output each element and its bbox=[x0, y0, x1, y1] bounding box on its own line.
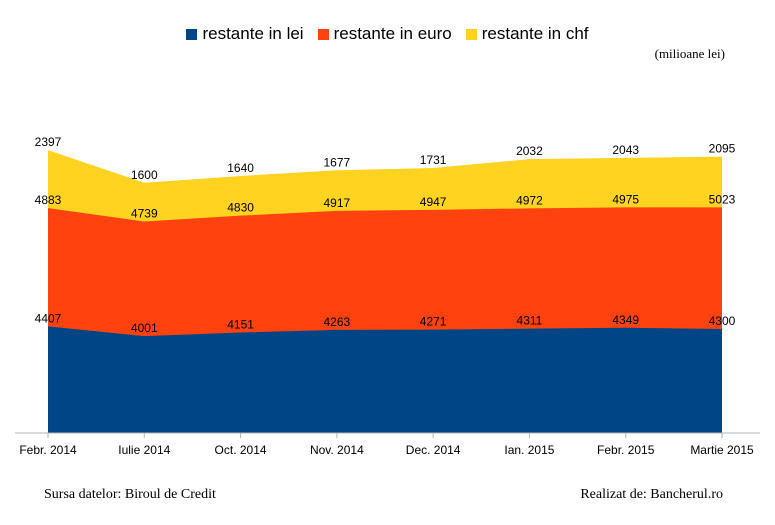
legend-swatch bbox=[186, 28, 198, 40]
x-tick-label: Martie 2015 bbox=[690, 443, 754, 457]
data-label: 2032 bbox=[516, 144, 543, 158]
credit-note: Realizat de: Bancherul.ro bbox=[580, 487, 723, 502]
data-label: 4001 bbox=[131, 321, 158, 335]
data-label: 2043 bbox=[612, 143, 639, 157]
data-label: 4311 bbox=[517, 314, 543, 328]
legend-label: restante in lei bbox=[202, 24, 304, 43]
x-tick-label: Oct. 2014 bbox=[215, 443, 267, 457]
legend-item: restante in euro bbox=[317, 24, 452, 44]
data-label: 5023 bbox=[709, 192, 736, 206]
source-note: Sursa datelor: Biroul de Credit bbox=[44, 487, 216, 502]
data-label: 2095 bbox=[709, 142, 736, 156]
data-label: 4151 bbox=[227, 318, 254, 332]
legend-label: restante in euro bbox=[333, 24, 452, 43]
x-tick-label: Nov. 2014 bbox=[310, 443, 364, 457]
data-label: 4407 bbox=[35, 311, 62, 325]
area-series-0 bbox=[48, 326, 722, 433]
data-label: 4972 bbox=[516, 193, 543, 207]
legend-swatch bbox=[465, 28, 477, 40]
data-label: 1600 bbox=[131, 168, 158, 182]
data-label: 2397 bbox=[35, 135, 62, 149]
legend-label: restante in chf bbox=[481, 24, 589, 43]
data-label: 4947 bbox=[420, 195, 447, 209]
unit-label: (milioane lei) bbox=[654, 46, 725, 61]
data-label: 4883 bbox=[35, 193, 62, 207]
legend-item: restante in chf bbox=[465, 24, 589, 44]
data-label: 1677 bbox=[324, 155, 351, 169]
chart-legend: restante in lei restante in euro restante … bbox=[0, 24, 775, 44]
data-label: 4739 bbox=[131, 206, 158, 220]
data-label: 4271 bbox=[420, 315, 447, 329]
data-label: 4300 bbox=[709, 314, 736, 328]
x-tick-label: Febr. 2014 bbox=[19, 443, 77, 457]
data-label: 1640 bbox=[227, 161, 254, 175]
legend-swatch bbox=[317, 28, 329, 40]
x-tick-label: Dec. 2014 bbox=[406, 443, 461, 457]
data-label: 4263 bbox=[324, 315, 351, 329]
x-tick-label: Ian. 2015 bbox=[504, 443, 554, 457]
x-tick-label: Febr. 2015 bbox=[597, 443, 655, 457]
data-label: 1731 bbox=[420, 153, 447, 167]
data-label: 4349 bbox=[612, 313, 639, 327]
data-label: 4830 bbox=[227, 201, 254, 215]
data-label: 4975 bbox=[612, 192, 639, 206]
legend-item: restante in lei bbox=[186, 24, 304, 44]
x-tick-label: Iulie 2014 bbox=[118, 443, 170, 457]
data-label: 4917 bbox=[324, 196, 351, 210]
